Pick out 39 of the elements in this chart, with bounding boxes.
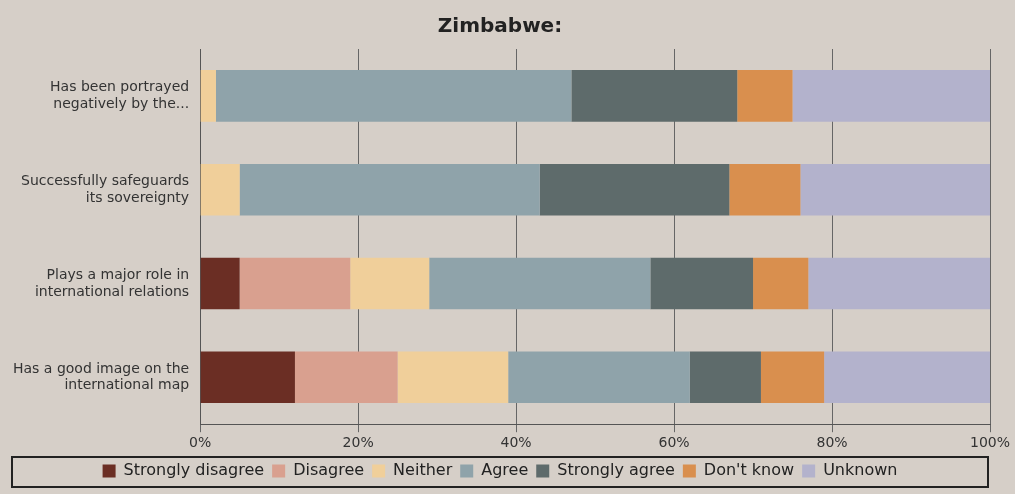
x-tick-label: 100% <box>969 434 1011 451</box>
bar <box>760 351 825 404</box>
legend-label: Strongly agree <box>557 460 675 480</box>
x-tick-label: 80% <box>816 434 848 451</box>
x-tick-label: 20% <box>342 434 374 451</box>
bar <box>792 70 990 122</box>
bar <box>294 351 398 404</box>
bar <box>689 351 761 404</box>
bar <box>215 70 572 122</box>
bar <box>824 351 990 404</box>
legend-label: Strongly disagree <box>123 460 265 480</box>
y-tick-label: Plays a major role in international relations <box>34 265 190 299</box>
chart-title: Zimbabwe: <box>437 13 563 38</box>
bar <box>729 163 801 216</box>
bar <box>737 70 793 122</box>
y-tick-label: Has a good image on the international map <box>13 359 190 393</box>
bar <box>800 163 990 216</box>
bar <box>753 257 809 310</box>
legend-label: Neither <box>393 460 453 480</box>
bar <box>429 257 651 310</box>
bar <box>397 351 509 404</box>
bar <box>200 257 240 310</box>
bar <box>808 257 990 310</box>
bar <box>239 257 351 310</box>
legend-label: Don't know <box>703 460 795 480</box>
x-tick-label: 40% <box>500 434 532 451</box>
y-tick-label: Has been portrayed negatively by the... <box>50 78 190 111</box>
legend-label: Disagree <box>293 460 365 480</box>
legend-label: Agree <box>481 460 529 480</box>
bar <box>200 163 240 216</box>
x-tick-label: 60% <box>658 434 690 451</box>
bar <box>200 351 295 404</box>
bar <box>200 70 216 122</box>
bar <box>350 257 430 310</box>
legend-label: Unknown <box>823 460 898 480</box>
bar <box>239 163 540 216</box>
y-tick-label: Successfully safeguards its sovereignty <box>21 171 190 205</box>
x-tick-label: 0% <box>189 434 212 451</box>
bar <box>508 351 690 404</box>
